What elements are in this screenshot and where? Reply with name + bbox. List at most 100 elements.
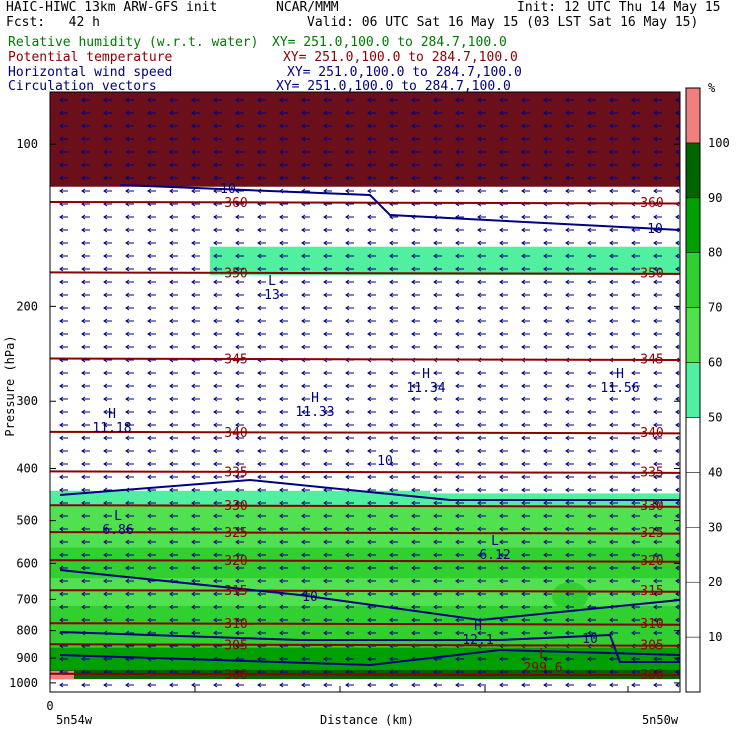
wind-vector [675,500,680,506]
wind-vector [125,279,134,285]
wind-vector [389,409,398,415]
wind-vector [169,539,178,545]
theta-contour-label: 305 [224,638,247,653]
wind-vector [521,318,530,324]
wind-vector [345,214,354,220]
wind-vector [257,162,266,168]
wind-vector [169,175,178,181]
wind-vector [521,266,530,272]
wind-vector [345,97,354,103]
wind-vector [257,513,266,519]
wind-vector [653,435,662,441]
wind-vector [521,253,530,259]
wind-vector [521,435,530,441]
wind-vector [345,630,354,636]
wind-vector [81,656,90,662]
wind-vector [213,409,222,415]
wind-vector [235,292,244,298]
wind-vector [653,422,662,428]
wind-vector [477,461,486,467]
plot-frame [49,91,681,693]
wind-vector [257,604,266,610]
wind-vector [609,175,618,181]
wind-vector [125,591,134,597]
wind-vector [675,175,680,181]
rh-band-9 [50,679,680,692]
wind-vector [477,175,486,181]
colorbar-segment [685,362,701,418]
wind-vector [257,435,266,441]
wind-vector [389,292,398,298]
wind-vector [587,409,596,415]
wind-vector [499,656,508,662]
wind-vector [521,292,530,298]
wind-vector [433,240,442,246]
wind-vector [543,396,552,402]
wind-vector [103,123,112,129]
wind-vector [675,656,680,662]
wind-vector [653,318,662,324]
wind-vector [609,383,618,389]
wind-vector [543,474,552,480]
colorbar-segment [685,581,701,638]
wind-vector [279,240,288,246]
wind-vector [235,617,244,623]
wind-vector [609,617,618,623]
wind-vector [565,578,574,584]
wind-vector [499,591,508,597]
wind-vector [609,487,618,493]
wind-contour-label: 10 [377,454,393,469]
wind-vector [301,539,310,545]
wind-vector [653,149,662,155]
wind-vector [301,669,310,675]
wind-vector [301,149,310,155]
wind-vector [367,227,376,233]
wind-vector [213,604,222,610]
wind-vector [587,331,596,337]
wind-vector [543,110,552,116]
wind-vector [103,500,112,506]
wind-vector [81,422,90,428]
wind-vector [345,669,354,675]
wind-vector [103,266,112,272]
wind-vector [631,305,640,311]
wind-vector [609,682,618,688]
wind-vector [301,97,310,103]
wind-vector [81,162,90,168]
wind-vector [147,552,156,558]
wind-vector [235,279,244,285]
wind-vector [433,617,442,623]
wind-vector [103,227,112,233]
wind-vector [191,279,200,285]
wind-vector [235,136,244,142]
wind-vector [389,682,398,688]
header-valid: Valid: 06 UTC Sat 16 May 15 (03 LST Sat … [307,15,699,30]
theta-contour [50,430,680,435]
wind-vector [433,500,442,506]
wind-vector [367,136,376,142]
wind-vector [565,526,574,532]
wind-vector [81,513,90,519]
wind-vector [59,552,68,558]
wind-vector [191,448,200,454]
wind-vector [169,370,178,376]
wind-vector [521,214,530,220]
wind-vector [301,630,310,636]
wind-vector [609,305,618,311]
wind-vector [345,175,354,181]
wind-vector [279,435,288,441]
wind-vector [59,617,68,623]
wind-vector [477,149,486,155]
wind-vector [59,682,68,688]
wind-vector [345,513,354,519]
wind-vector [323,435,332,441]
wind-vector [455,110,464,116]
wind-vector [609,552,618,558]
wind-vector [521,370,530,376]
colorbar: 10 20 30 40 50 60 70 80 90 100% [685,81,730,693]
wind-vector [257,331,266,337]
wind-vector [543,682,552,688]
wind-vector [499,292,508,298]
wind-vector [367,214,376,220]
wind-vector [59,383,68,389]
